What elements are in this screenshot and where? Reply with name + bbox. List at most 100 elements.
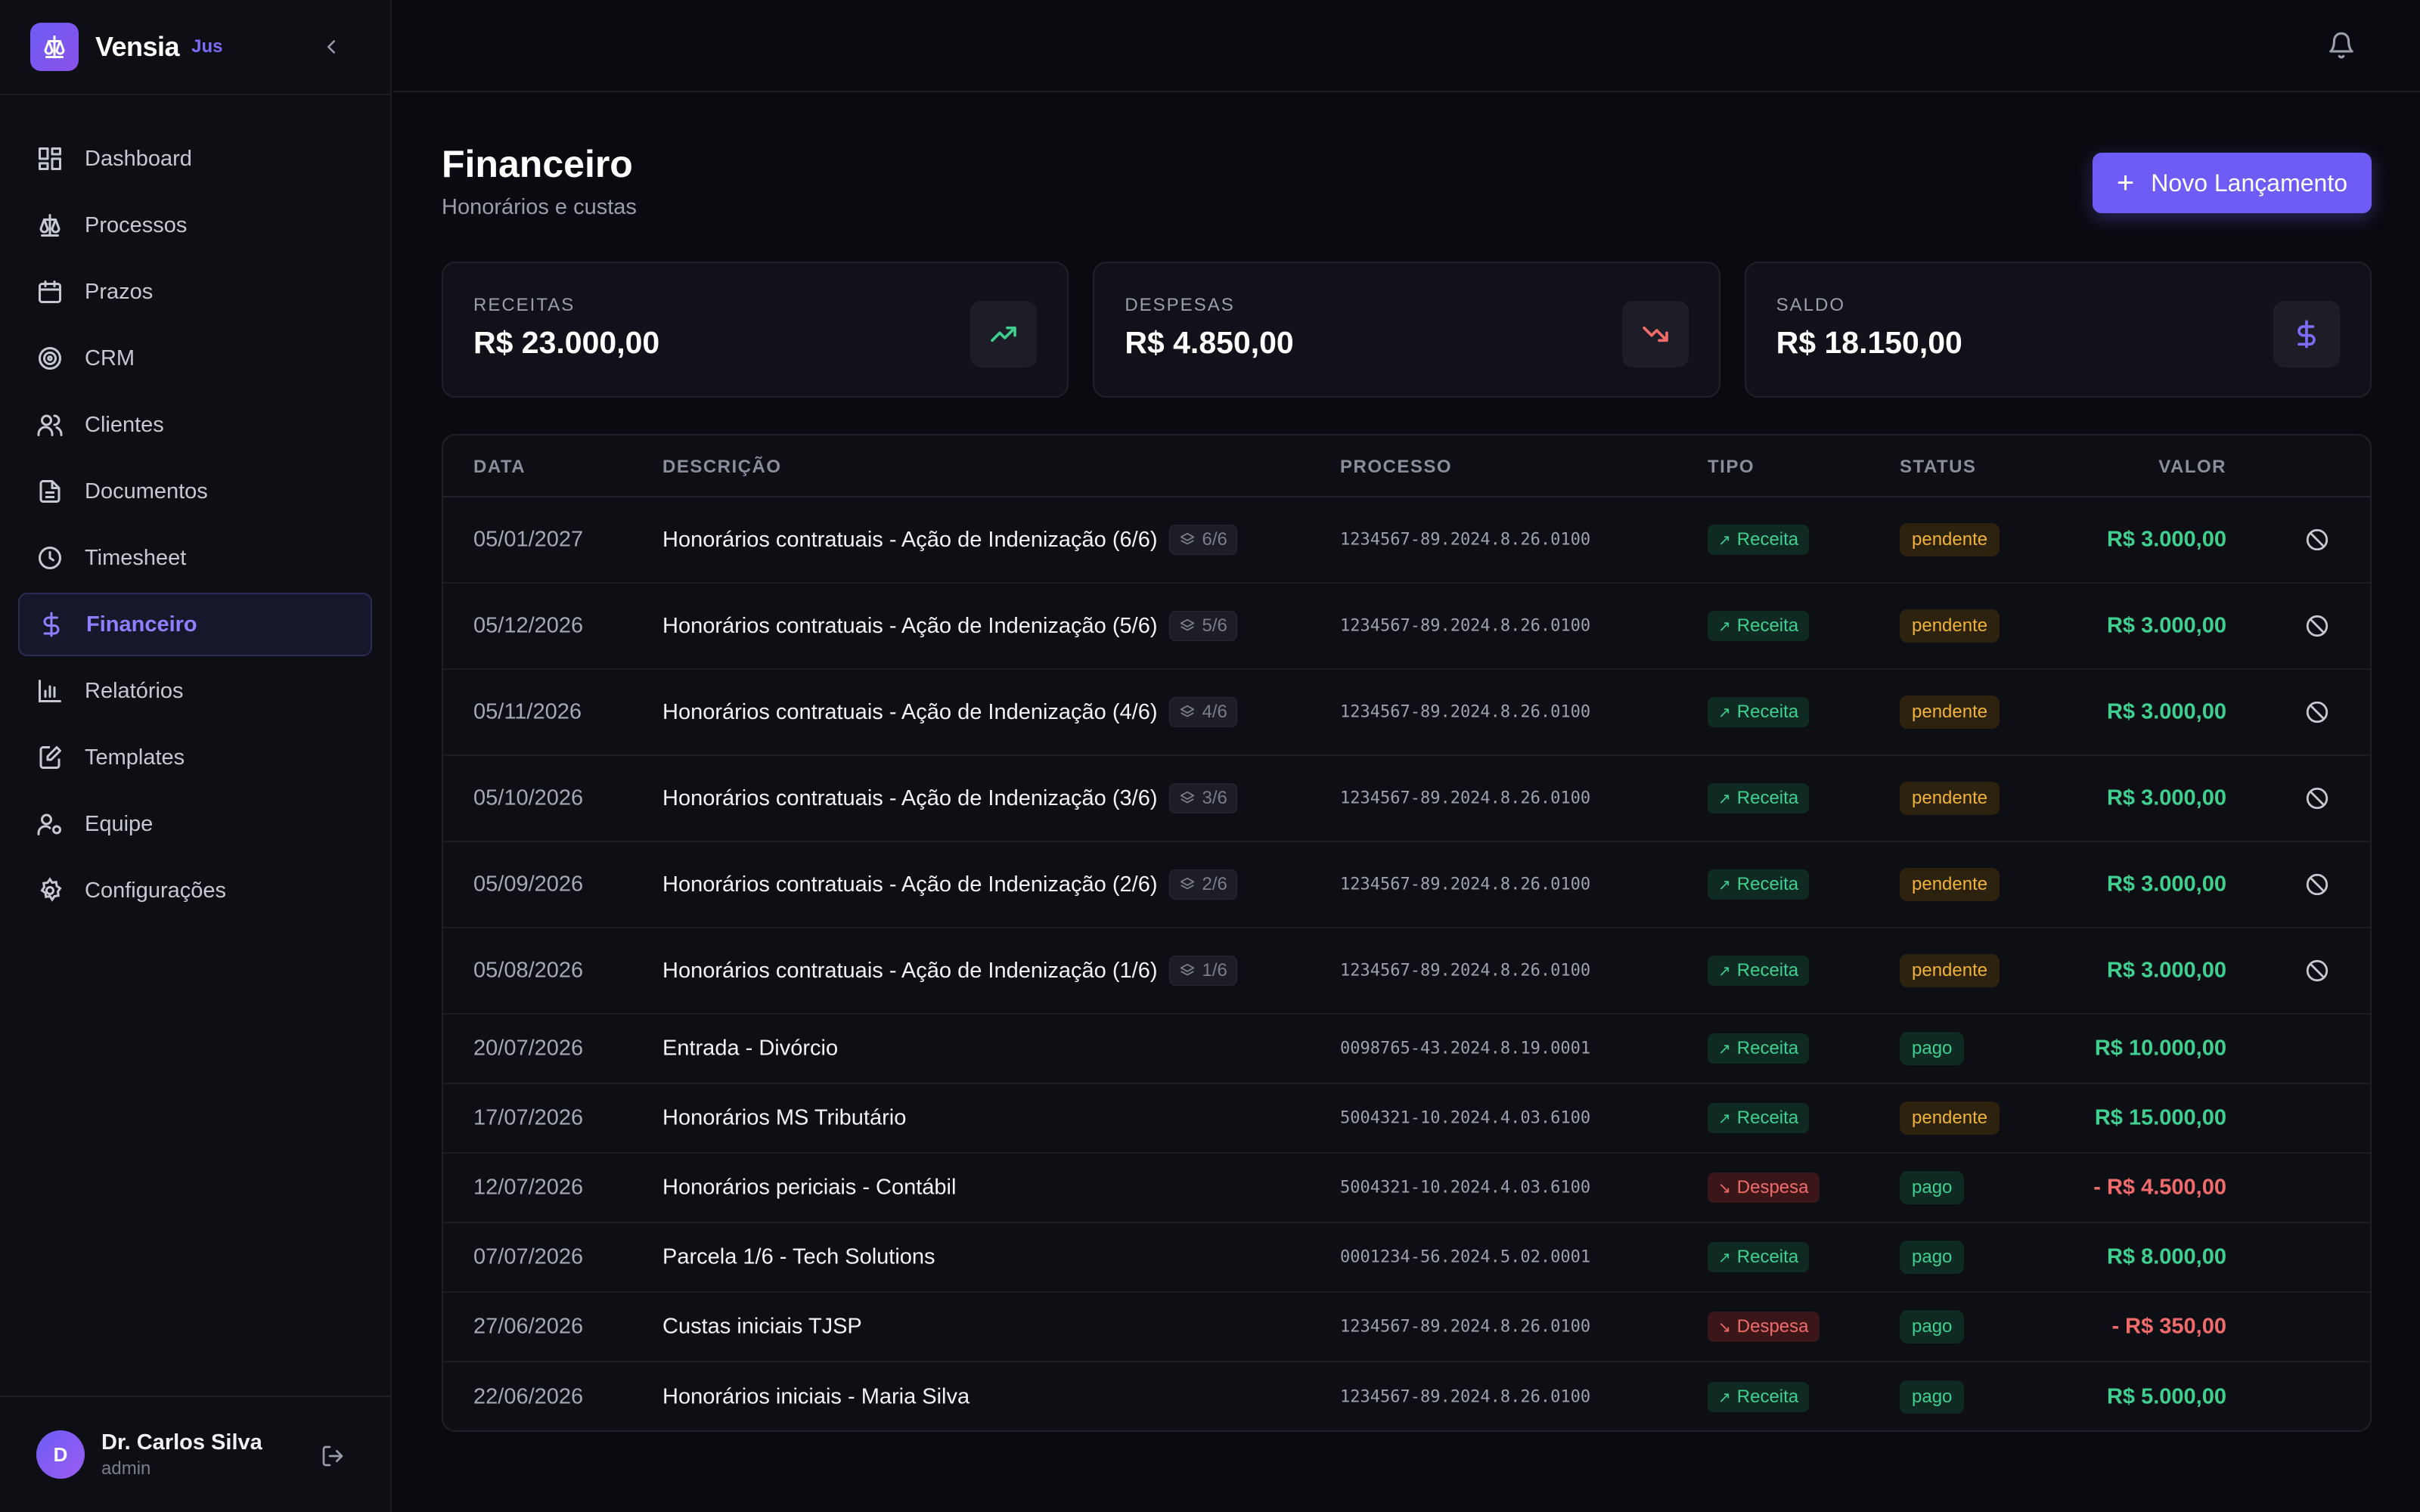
table-row[interactable]: 05/08/2026 Honorários contratuais - Ação … [443,928,2370,1015]
table-row[interactable]: 17/07/2026 Honorários MS Tributário 500432… [443,1084,2370,1154]
row-amount: R$ 3.000,00 [2106,872,2226,897]
row-description-text: Honorários iniciais - Maria Silva [662,1384,970,1409]
type-label: Despesa [1736,1316,1809,1337]
installment-badge: 4/6 [1169,697,1237,727]
type-badge: ↗ Receita [1708,1382,1810,1412]
sidebar-item-documentos[interactable]: Documentos [18,460,372,523]
layers-icon [1179,876,1196,893]
row-type: ↗ Receita [1708,1382,1810,1412]
layers-icon [1179,618,1196,634]
row-date: 22/06/2026 [473,1384,584,1409]
cancel-icon[interactable] [2304,699,2331,726]
sidebar-item-templates[interactable]: Templates [18,726,372,789]
row-status: pendente [1900,868,2000,901]
column-header-status[interactable]: STATUS [1900,457,1977,477]
logout-icon[interactable] [318,1441,348,1471]
chevron-left-icon[interactable] [318,33,345,60]
installment-text: 5/6 [1202,615,1227,636]
new-entry-button[interactable]: + Novo Lançamento [2092,153,2372,213]
row-amount: R$ 10.000,00 [2094,1036,2226,1061]
sidebar-item-crm[interactable]: CRM [18,327,372,390]
trending-up-icon [970,301,1038,367]
row-description-text: Honorários contratuais - Ação de Indeniz… [662,613,1158,638]
sidebar-item-label: Prazos [85,279,154,304]
sidebar-item-prazos[interactable]: Prazos [18,260,372,324]
table-row[interactable]: 12/07/2026 Honorários periciais - Contábi… [443,1154,2370,1223]
stat-card-despesas: DESPESAS R$ 4.850,00 [1093,262,1720,398]
dashboard-icon [35,144,65,174]
table-row[interactable]: 05/11/2026 Honorários contratuais - Ação … [443,670,2370,756]
row-type: ↗ Receita [1708,1033,1810,1064]
type-label: Receita [1736,960,1799,981]
user-profile: D Dr. Carlos Silva admin [0,1396,390,1512]
row-amount: - R$ 4.500,00 [2093,1175,2226,1200]
sidebar-item-timesheet[interactable]: Timesheet [18,526,372,590]
column-header-data[interactable]: DATA [473,457,526,477]
table-row[interactable]: 05/09/2026 Honorários contratuais - Ação … [443,842,2370,928]
row-status: pago [1900,1171,1965,1204]
table-row[interactable]: 22/06/2026 Honorários iniciais - Maria Si… [443,1362,2370,1430]
type-badge: ↗ Receita [1708,1033,1810,1064]
cancel-icon[interactable] [2304,612,2331,640]
row-description: Honorários MS Tributário [662,1106,906,1131]
row-date: 27/06/2026 [473,1314,584,1339]
installment-badge: 6/6 [1169,525,1237,555]
cancel-icon[interactable] [2304,526,2331,553]
clock-icon [35,543,65,573]
sidebar-item-equipe[interactable]: Equipe [18,792,372,856]
row-description: Honorários contratuais - Ação de Indeniz… [662,956,1237,986]
row-description: Honorários iniciais - Maria Silva [662,1385,970,1410]
avatar[interactable]: D [36,1430,85,1479]
row-status: pago [1900,1380,1965,1414]
installment-text: 2/6 [1202,874,1227,894]
sidebar-item-relatorios[interactable]: Relatórios [18,659,372,723]
type-label: Receita [1736,1387,1799,1407]
table-row[interactable]: 20/07/2026 Entrada - Divórcio 0098765-43.2… [443,1015,2370,1084]
column-header-valor[interactable]: VALOR [2158,457,2226,477]
sidebar-item-configuracoes[interactable]: Configurações [18,859,372,922]
table-row[interactable]: 05/01/2027 Honorários contratuais - Ação … [443,497,2370,584]
column-header-descricao[interactable]: DESCRIÇÃO [662,457,782,477]
app-name: Vensia [95,31,180,62]
table-row[interactable]: 07/07/2026 Parcela 1/6 - Tech Solutions 00… [443,1223,2370,1293]
sidebar-item-financeiro[interactable]: Financeiro [18,593,372,656]
row-amount: R$ 3.000,00 [2106,958,2226,983]
sidebar-item-label: Equipe [85,811,154,836]
page-subtitle: Honorários e custas [442,195,637,219]
sidebar-item-label: Configurações [85,878,226,903]
table-row[interactable]: 27/06/2026 Custas iniciais TJSP 1234567-89… [443,1293,2370,1362]
row-description-text: Honorários contratuais - Ação de Indeniz… [662,785,1158,810]
user-name: Dr. Carlos Silva [101,1430,262,1455]
cancel-icon[interactable] [2304,957,2331,984]
row-status: pendente [1900,696,2000,729]
sidebar-item-clientes[interactable]: Clientes [18,393,372,457]
installment-text: 4/6 [1202,702,1227,722]
target-icon [35,343,65,373]
cancel-icon[interactable] [2304,785,2331,812]
stat-label: DESPESAS [1125,295,1235,315]
layers-icon [1179,790,1196,807]
row-description-text: Honorários contratuais - Ação de Indeniz… [662,958,1158,983]
column-header-processo[interactable]: PROCESSO [1340,457,1453,477]
table-row[interactable]: 05/10/2026 Honorários contratuais - Ação … [443,756,2370,842]
cancel-icon[interactable] [2304,871,2331,898]
row-date: 05/01/2027 [473,527,584,552]
arrow-up-right-icon: ↗ [1718,1110,1731,1127]
row-status: pago [1900,1241,1965,1274]
column-header-tipo[interactable]: TIPO [1708,457,1755,477]
row-type: ↗ Receita [1708,1242,1810,1272]
row-description-text: Honorários contratuais - Ação de Indeniz… [662,872,1158,897]
installment-badge: 3/6 [1169,783,1237,813]
row-status: pendente [1900,609,2000,643]
status-badge: pendente [1900,954,2000,987]
row-status: pendente [1900,782,2000,815]
row-date: 05/08/2026 [473,958,584,983]
user-info: Dr. Carlos Silva admin [101,1430,262,1479]
installment-badge: 2/6 [1169,869,1237,900]
table-row[interactable]: 05/12/2026 Honorários contratuais - Ação … [443,584,2370,670]
row-description: Honorários periciais - Contábil [662,1176,956,1201]
sidebar-item-dashboard[interactable]: Dashboard [18,127,372,191]
sidebar-item-processos[interactable]: Processos [18,194,372,257]
bar-chart-icon [35,676,65,706]
bell-icon[interactable] [2325,29,2358,62]
